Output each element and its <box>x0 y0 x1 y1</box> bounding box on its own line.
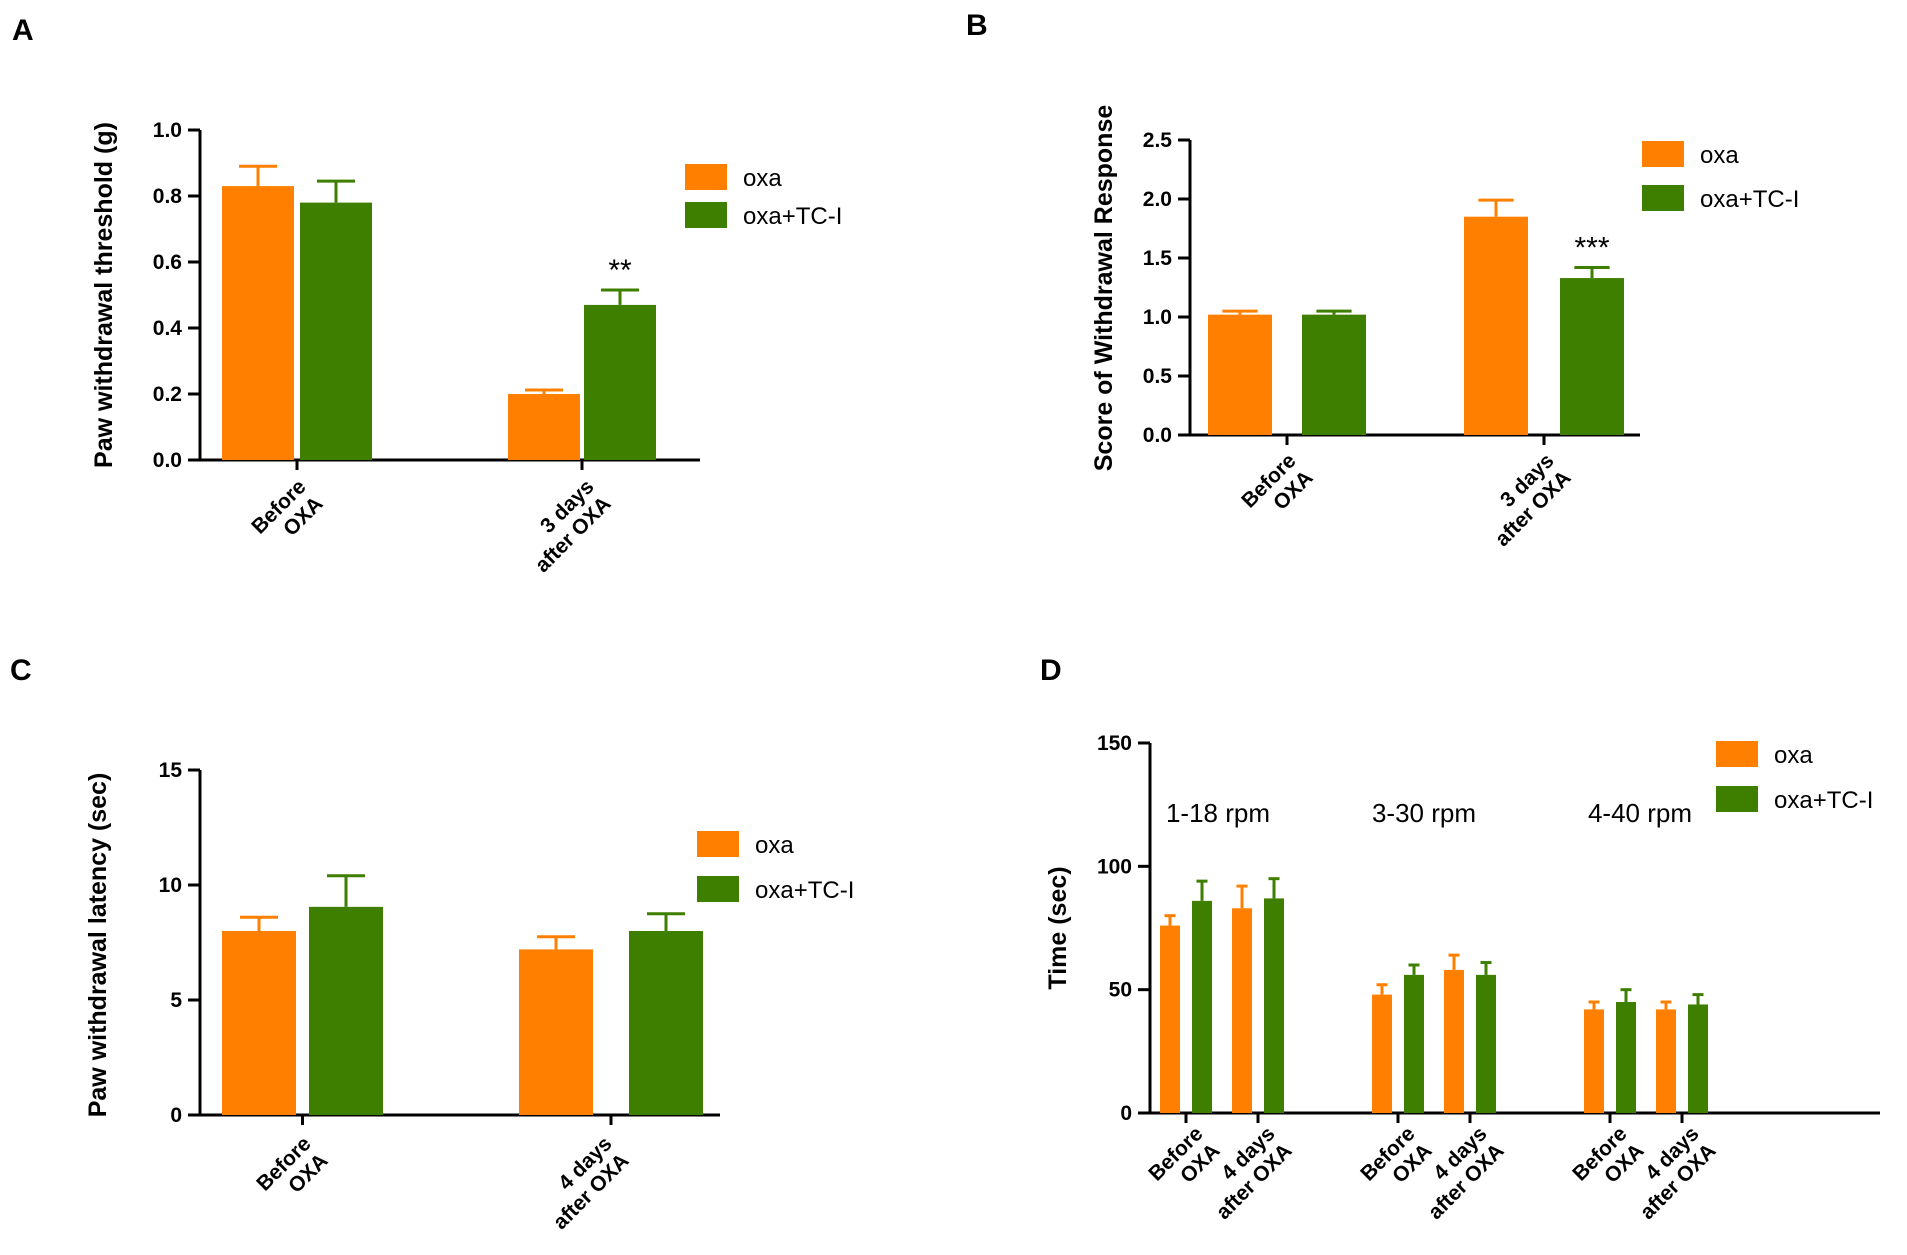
speed-label: 4-40 rpm <box>1588 798 1692 828</box>
bar-oxa-tc-i <box>1560 278 1624 435</box>
x-tick-label: 4 daysafter OXA <box>532 1132 634 1234</box>
y-axis-label: Paw withdrawal latency (sec) <box>84 773 112 1118</box>
y-tick-label: 0.2 <box>153 383 182 406</box>
y-axis-label: Time (sec) <box>1044 866 1072 989</box>
panel-letter: A <box>12 14 34 47</box>
legend-swatch-oxa <box>1716 741 1758 767</box>
legend-swatch-oxa-tc-i <box>1642 185 1684 211</box>
y-tick-label: 50 <box>1109 979 1132 1002</box>
bar-oxa-tc-i <box>1616 1002 1636 1113</box>
significance-marker: *** <box>1574 231 1609 264</box>
y-tick-label: 15 <box>159 759 183 782</box>
y-tick-label: 0 <box>170 1104 182 1127</box>
bar-oxa-tc-i <box>1476 974 1496 1113</box>
bar-oxa <box>508 394 580 460</box>
legend-swatch-oxa-tc-i <box>685 202 727 228</box>
legend-label: oxa+TC-I <box>1700 186 1799 213</box>
y-axis-label: Paw withdrawal threshold (g) <box>90 122 118 468</box>
bar-oxa-tc-i <box>1688 1004 1708 1113</box>
legend-swatch-oxa-tc-i <box>697 876 739 902</box>
panel-c: C 0 5 10 15 Paw withdrawal latency (sec) Befor… <box>10 654 854 1234</box>
legend-swatch-oxa <box>697 831 739 857</box>
x-tick-label: 4 daysafter OXA <box>1407 1122 1509 1224</box>
bar-oxa <box>1464 216 1528 435</box>
speed-label: 1-18 rpm <box>1166 798 1270 828</box>
speed-label: 3-30 rpm <box>1372 798 1476 828</box>
y-tick-label: 2.5 <box>1143 129 1173 152</box>
x-tick-label: BeforeOXA <box>252 1132 332 1212</box>
legend-label: oxa <box>743 165 782 192</box>
significance-marker: ** <box>608 254 632 287</box>
x-tick-label: BeforeOXA <box>247 475 327 555</box>
bar-oxa-tc-i <box>1404 974 1424 1113</box>
y-tick-label: 10 <box>159 874 182 897</box>
y-tick-label: 1.0 <box>1143 306 1172 329</box>
bar-oxa-tc-i <box>584 304 656 460</box>
x-tick-label: 3 daysafter OXA <box>514 475 616 577</box>
y-tick-label: 5 <box>170 989 182 1012</box>
y-tick-label: 1.0 <box>153 119 182 142</box>
bar-oxa <box>1160 925 1180 1113</box>
legend-label: oxa+TC-I <box>755 877 854 904</box>
bar-oxa <box>519 949 593 1115</box>
bar-oxa-tc-i <box>629 931 703 1115</box>
panel-letter: C <box>10 654 32 687</box>
legend-swatch-oxa <box>1642 141 1684 167</box>
x-tick-label: BeforeOXA <box>1568 1122 1648 1202</box>
y-tick-label: 0.4 <box>153 317 183 340</box>
legend-swatch-oxa-tc-i <box>1716 786 1758 812</box>
y-tick-label: 150 <box>1097 732 1132 755</box>
bar-oxa <box>1232 908 1252 1113</box>
y-axis-label: Score of Withdrawal Response <box>1090 105 1118 472</box>
panel-letter: B <box>966 9 988 42</box>
bar-oxa-tc-i <box>1302 314 1366 435</box>
legend-label: oxa+TC-I <box>1774 787 1873 814</box>
y-tick-label: 0.6 <box>153 251 182 274</box>
bar-oxa <box>1656 1009 1676 1113</box>
y-tick-label: 100 <box>1097 855 1132 878</box>
y-tick-label: 0.0 <box>1143 424 1172 447</box>
y-tick-label: 0 <box>1120 1102 1132 1125</box>
panel-b: B 0.0 0.5 1.0 1.5 2.0 2.5 Score of Withdrawal R… <box>966 9 1799 551</box>
bar-oxa <box>1584 1009 1604 1113</box>
x-tick-label: 4 daysafter OXA <box>1195 1122 1297 1224</box>
y-tick-label: 0.0 <box>153 449 182 472</box>
x-tick-label: BeforeOXA <box>1237 449 1317 529</box>
bar-oxa-tc-i <box>1192 900 1212 1113</box>
bar-oxa-tc-i <box>1264 898 1284 1113</box>
x-tick-label: BeforeOXA <box>1356 1122 1436 1202</box>
legend-label: oxa+TC-I <box>743 203 842 230</box>
bar-oxa-tc-i <box>309 906 383 1115</box>
bar-oxa <box>222 186 294 460</box>
bar-oxa <box>1372 994 1392 1113</box>
bar-oxa <box>222 931 296 1115</box>
x-tick-label: BeforeOXA <box>1144 1122 1224 1202</box>
y-tick-label: 0.5 <box>1143 365 1173 388</box>
legend-label: oxa <box>1774 742 1813 769</box>
y-tick-label: 1.5 <box>1143 247 1173 270</box>
legend-swatch-oxa <box>685 164 727 190</box>
x-tick-label: 4 daysafter OXA <box>1619 1122 1721 1224</box>
bar-oxa-tc-i <box>300 202 372 460</box>
y-tick-label: 2.0 <box>1143 188 1172 211</box>
bar-oxa <box>1444 969 1464 1113</box>
bar-oxa <box>1208 314 1272 435</box>
legend-label: oxa <box>1700 142 1739 169</box>
x-tick-label: 3 daysafter OXA <box>1474 449 1576 551</box>
panel-letter: D <box>1040 654 1062 687</box>
legend-label: oxa <box>755 832 794 859</box>
panel-a: A 0.0 0.2 0.4 0.6 0.8 1.0 Paw withdrawal thresh… <box>12 14 842 577</box>
y-tick-label: 0.8 <box>153 185 183 208</box>
